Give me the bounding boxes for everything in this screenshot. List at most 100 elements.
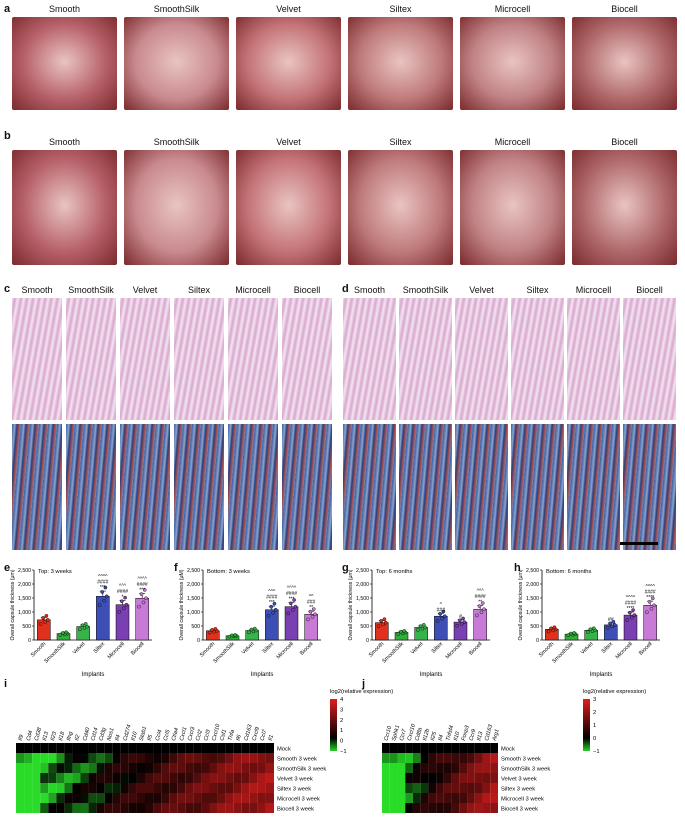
bar-siltex: [265, 609, 279, 641]
data-point: [441, 609, 446, 614]
y-tick-label: 1,000: [356, 610, 369, 616]
heatmap-cell: [233, 783, 242, 793]
x-tick-label: Velvet: [241, 641, 256, 656]
data-point: [233, 633, 237, 637]
heatmap-cell: [233, 793, 242, 803]
heatmap-column-label: Ctla4: [171, 727, 180, 741]
panel-c-he-stain-biocell: [282, 298, 332, 420]
panel-c-title-microcell: Microcell: [235, 285, 271, 295]
x-tick-label: Biocell: [638, 641, 653, 656]
heatmap-cell: [389, 743, 398, 753]
data-point: [382, 617, 387, 621]
heatmap-cell: [459, 803, 468, 813]
heatmap-cell: [420, 793, 429, 803]
heatmap-cell: [249, 753, 258, 763]
heatmap-column-label: Il12b: [422, 728, 431, 741]
data-point: [121, 606, 126, 611]
data-point: [610, 624, 614, 629]
heatmap-cell: [209, 753, 218, 763]
heatmap-cell: [185, 753, 194, 763]
data-point: [588, 627, 593, 632]
row-b-title-smooth: Smooth: [48, 137, 81, 147]
heatmap-cell: [467, 743, 475, 753]
bar-biocell: [643, 605, 657, 641]
heatmap-cell: [185, 783, 194, 793]
row-a-title-smooth: Smooth: [48, 4, 81, 14]
heatmap-cell: [72, 803, 81, 813]
data-point: [438, 612, 442, 616]
row-b-photo-siltex: [348, 150, 453, 265]
y-tick-label: 1,000: [187, 610, 200, 616]
heatmap-cell: [16, 763, 25, 773]
heatmap-cell: [436, 793, 444, 803]
panel-c-trichrome-stain-microcell: [228, 424, 278, 550]
heatmap-cell: [482, 743, 491, 753]
heatmap-cell: [104, 793, 113, 803]
x-tick-label: Velvet: [410, 641, 425, 656]
data-point: [78, 627, 82, 632]
heatmap-cell: [209, 783, 218, 793]
data-point: [647, 600, 652, 604]
heatmap-cell: [40, 753, 49, 763]
heatmap-column-label: Ccr7: [399, 728, 408, 742]
heatmap-row-label: SmoothSilk 3 week: [501, 767, 550, 773]
heatmap-row-label: Mock: [277, 747, 291, 753]
panel-d-he-stain-smoothsilk: [399, 298, 452, 420]
heatmap-row-label: Velvet 3 week: [501, 777, 537, 783]
heatmap-cell: [104, 803, 113, 813]
row-b-title-smoothsilk: SmoothSilk: [153, 137, 200, 147]
heatmap-cell: [193, 793, 202, 803]
heatmap-cell: [459, 793, 468, 803]
heatmap-cell: [24, 753, 33, 763]
heatmap-cell: [177, 773, 186, 783]
heatmap-cell: [382, 753, 390, 763]
heatmap-cell: [436, 743, 444, 753]
data-point: [416, 628, 420, 632]
heatmap-cell: [16, 753, 25, 763]
y-tick-label: 1,500: [356, 596, 369, 602]
heatmap-cell: [185, 793, 194, 803]
chart-title: Top: 3 weeks: [38, 569, 72, 575]
y-tick-label: 0: [28, 638, 31, 644]
panel-c-title-velvet: Velvet: [132, 285, 158, 295]
y-tick-label: 0: [366, 638, 369, 644]
y-tick-label: 1,000: [526, 610, 539, 616]
row-a-photo-microcell: [460, 17, 565, 110]
panel-c-trichrome-stain-smoothsilk: [66, 424, 116, 550]
heatmap-cell: [467, 803, 475, 813]
heatmap-cell: [136, 773, 145, 783]
heatmap-cell: [412, 753, 421, 763]
heatmap-cell: [405, 803, 413, 813]
x-tick-label: Siltex: [262, 641, 276, 655]
row-b-photo-smooth: [12, 150, 117, 265]
heatmap-cell: [177, 803, 186, 813]
panel-d-he-stain-velvet: [455, 298, 508, 420]
heatmap-column-label: Tnfsf4: [445, 725, 455, 742]
heatmap-cell: [161, 763, 170, 773]
heatmap-cell: [120, 753, 129, 763]
heatmap-cell: [153, 793, 162, 803]
heatmap-cell: [80, 773, 89, 783]
heatmap-cell: [104, 773, 113, 783]
heatmap-cell: [257, 803, 266, 813]
heatmap-cell: [257, 793, 266, 803]
heatmap-cell: [88, 803, 97, 813]
heatmap-cell: [428, 763, 437, 773]
significance-label: ####: [475, 594, 486, 600]
heatmap-cell: [225, 753, 234, 763]
heatmap-cell: [104, 743, 113, 753]
heatmap-cell: [185, 803, 194, 813]
panel-label-c: c: [4, 283, 11, 295]
heatmap-cell: [177, 753, 186, 763]
heatmap-row-label: Siltex 3 week: [277, 787, 311, 793]
legend-tick: −1: [593, 749, 600, 755]
x-tick-label: Biocell: [299, 641, 314, 656]
heatmap-column-label: Csf1: [219, 729, 228, 742]
data-point: [549, 626, 553, 631]
significance-label: ####: [266, 595, 277, 601]
heatmap-cell: [136, 793, 145, 803]
heatmap-cell: [436, 803, 444, 813]
heatmap-cell: [389, 753, 398, 763]
heatmap-cell: [177, 763, 186, 773]
data-point: [289, 601, 293, 606]
